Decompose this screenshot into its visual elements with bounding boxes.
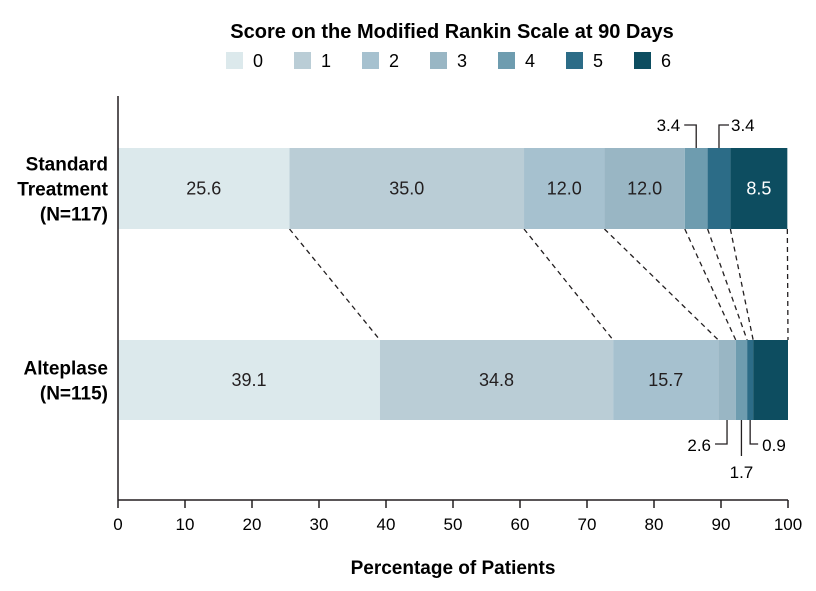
callout-label-0-5: 3.4 xyxy=(731,116,755,135)
chart-title: Score on the Modified Rankin Scale at 90… xyxy=(230,21,673,43)
bar-segment-0-5 xyxy=(707,148,731,229)
bar-segment-1-6 xyxy=(753,340,788,420)
legend-swatch-2 xyxy=(362,52,379,69)
x-tick-label-30: 30 xyxy=(310,515,329,534)
category-label-1-line-1: (N=115) xyxy=(40,384,108,405)
legend-swatch-1 xyxy=(294,52,311,69)
bars: 25.6 39.1 35.0 34.8 12.0 15.7 12.0 8.5 xyxy=(118,148,788,420)
bar-value-label-0-6: 8.5 xyxy=(746,179,771,199)
bar-segment-1-3 xyxy=(718,340,736,420)
connector-line-3 xyxy=(603,228,719,341)
bar-value-label-1-0: 39.1 xyxy=(231,370,266,390)
bar-segment-0-2 xyxy=(524,148,605,229)
callouts: 3.4 3.4 2.6 1.7 0.9 xyxy=(657,116,786,482)
legend-swatch-6 xyxy=(634,52,651,69)
x-tick-label-40: 40 xyxy=(377,515,396,534)
connector-line-1 xyxy=(289,228,381,341)
x-tick-label-10: 10 xyxy=(176,515,195,534)
callout-line-0-5 xyxy=(718,124,729,148)
bar-segment-1-1 xyxy=(379,340,614,420)
bar-segment-1-2 xyxy=(613,340,719,420)
x-tick-label-60: 60 xyxy=(511,515,530,534)
bar-segment-0-4 xyxy=(684,148,708,229)
callout-label-0-4: 3.4 xyxy=(657,116,681,135)
x-tick-label-70: 70 xyxy=(578,515,597,534)
callout-line-1-3 xyxy=(715,420,728,445)
category-label-0-line-2: (N=117) xyxy=(40,205,108,226)
bar-segment-1-5 xyxy=(747,340,754,420)
bar-segment-0-0 xyxy=(118,148,290,229)
bar-segment-0-3 xyxy=(604,148,685,229)
callout-label-1-5: 0.9 xyxy=(762,436,786,455)
connector-line-4 xyxy=(684,228,737,341)
x-tick-label-0: 0 xyxy=(113,515,122,534)
bar-value-label-0-0: 25.6 xyxy=(186,179,221,199)
category-labels: Standard Treatment (N=117) Alteplase (N=115) xyxy=(17,155,108,405)
callout-line-0-4 xyxy=(684,124,697,148)
callout-line-1-5 xyxy=(749,420,759,445)
legend-label-3: 3 xyxy=(457,51,467,71)
bar-segment-1-4 xyxy=(735,340,748,420)
legend-swatch-0 xyxy=(226,52,243,69)
legend-label-2: 2 xyxy=(389,51,399,71)
callout-label-1-4: 1.7 xyxy=(730,463,754,482)
x-tick-label-50: 50 xyxy=(444,515,463,534)
x-axis-title: Percentage of Patients xyxy=(351,558,556,579)
callout-label-1-3: 2.6 xyxy=(687,436,711,455)
legend-swatch-5 xyxy=(566,52,583,69)
x-tick-label-90: 90 xyxy=(712,515,731,534)
bar-value-label-0-2: 12.0 xyxy=(547,179,582,199)
category-label-1-line-0: Alteplase xyxy=(24,359,108,380)
legend-swatch-4 xyxy=(498,52,515,69)
legend-label-5: 5 xyxy=(593,51,603,71)
legend-label-4: 4 xyxy=(525,51,535,71)
bar-segment-0-1 xyxy=(289,148,525,229)
bar-value-label-1-1: 34.8 xyxy=(479,370,514,390)
bar-value-label-0-1: 35.0 xyxy=(389,179,424,199)
connector-line-6 xyxy=(729,228,754,341)
bar-segment-1-0 xyxy=(118,340,380,420)
bar-value-label-0-3: 12.0 xyxy=(627,179,662,199)
x-tick-label-20: 20 xyxy=(243,515,262,534)
connector-line-2 xyxy=(523,228,614,341)
connector-line-5 xyxy=(706,228,748,341)
legend-label-6: 6 xyxy=(661,51,671,71)
category-label-0-line-1: Treatment xyxy=(17,180,108,201)
legend-swatch-3 xyxy=(430,52,447,69)
x-tick-label-100: 100 xyxy=(774,515,802,534)
legend-label-0: 0 xyxy=(253,51,263,71)
bar-segment-0-6 xyxy=(730,148,788,229)
bar-value-label-1-2: 15.7 xyxy=(648,370,683,390)
x-tick-label-80: 80 xyxy=(645,515,664,534)
category-label-0-line-0: Standard xyxy=(26,155,108,176)
legend-label-1: 1 xyxy=(321,51,331,71)
axes: 0 10 20 30 40 50 60 70 80 90 100 xyxy=(113,96,802,534)
connector-line-7 xyxy=(786,228,789,341)
legend: 0 1 2 3 4 5 6 xyxy=(226,51,671,71)
connector-lines xyxy=(289,228,789,341)
